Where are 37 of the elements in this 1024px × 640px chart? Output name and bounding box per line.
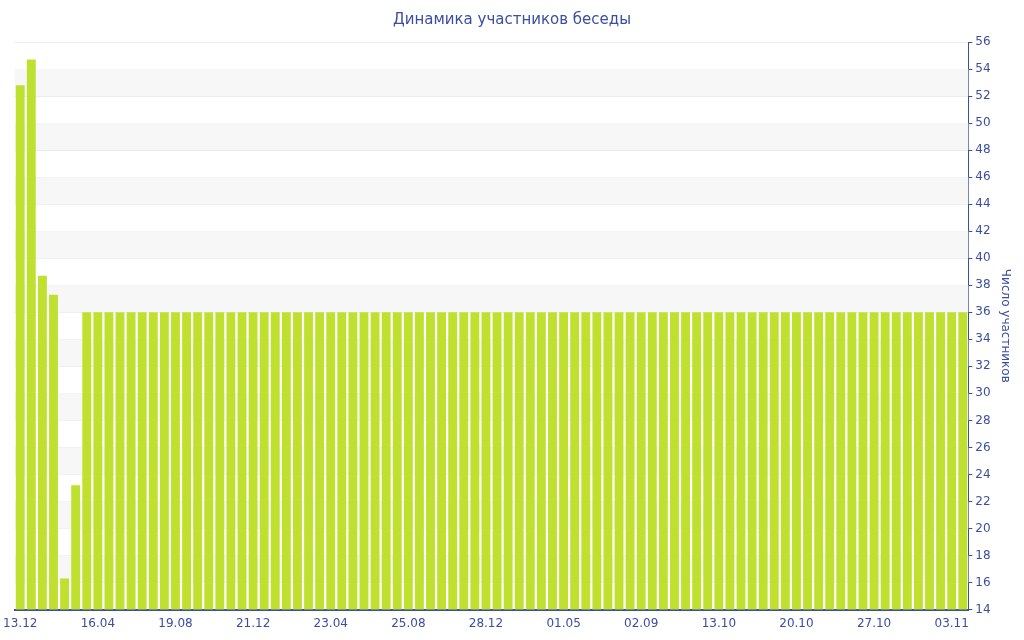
x-tick-label: 20.10 (779, 615, 814, 630)
y-tick-label: 38 (975, 277, 991, 292)
y-tick-label: 50 (975, 115, 991, 130)
x-tick-label: 13.10 (701, 615, 737, 630)
y-tick-label: 48 (975, 142, 991, 157)
x-tick-label: 27.10 (856, 615, 892, 630)
y-tick-label: 14 (975, 601, 991, 616)
y-tick-label: 30 (975, 385, 991, 400)
y-tick-label: 52 (975, 88, 991, 103)
x-tick-label: 01.05 (546, 615, 581, 630)
x-tick-label: 25.08 (391, 615, 426, 630)
x-tick-label: 02.09 (624, 615, 659, 630)
y-tick-label: 36 (975, 304, 991, 319)
x-tick-label: 19.08 (158, 615, 193, 630)
chart-title: Динамика участников беседы (391, 10, 632, 28)
x-tick-label: 21.12 (235, 615, 271, 630)
y-tick-label: 22 (975, 493, 991, 508)
y-tick-label: 26 (975, 439, 991, 454)
y-tick-label: 20 (975, 520, 991, 535)
x-tick-label: 13.12 (3, 615, 38, 630)
y-tick-label: 16 (975, 574, 991, 589)
x-tick-label: 03.11 (934, 615, 969, 630)
y-tick-label: 24 (975, 466, 991, 481)
y-tick-label: 54 (975, 61, 991, 76)
y-axis-title: Число участников (998, 268, 1013, 383)
y-tick-label: 56 (975, 34, 991, 49)
x-tick-label: 23.04 (313, 615, 348, 630)
y-tick-label: 44 (975, 196, 991, 211)
y-tick-label: 18 (975, 547, 991, 562)
y-tick-label: 46 (975, 169, 991, 184)
y-tick-label: 32 (975, 358, 991, 373)
x-tick-label: 16.04 (80, 615, 116, 630)
y-tick-label: 42 (975, 223, 991, 238)
y-tick-label: 28 (975, 412, 991, 427)
y-tick-label: 34 (975, 331, 991, 346)
y-tick-label: 40 (975, 250, 991, 265)
x-tick-label: 28.12 (468, 615, 504, 630)
